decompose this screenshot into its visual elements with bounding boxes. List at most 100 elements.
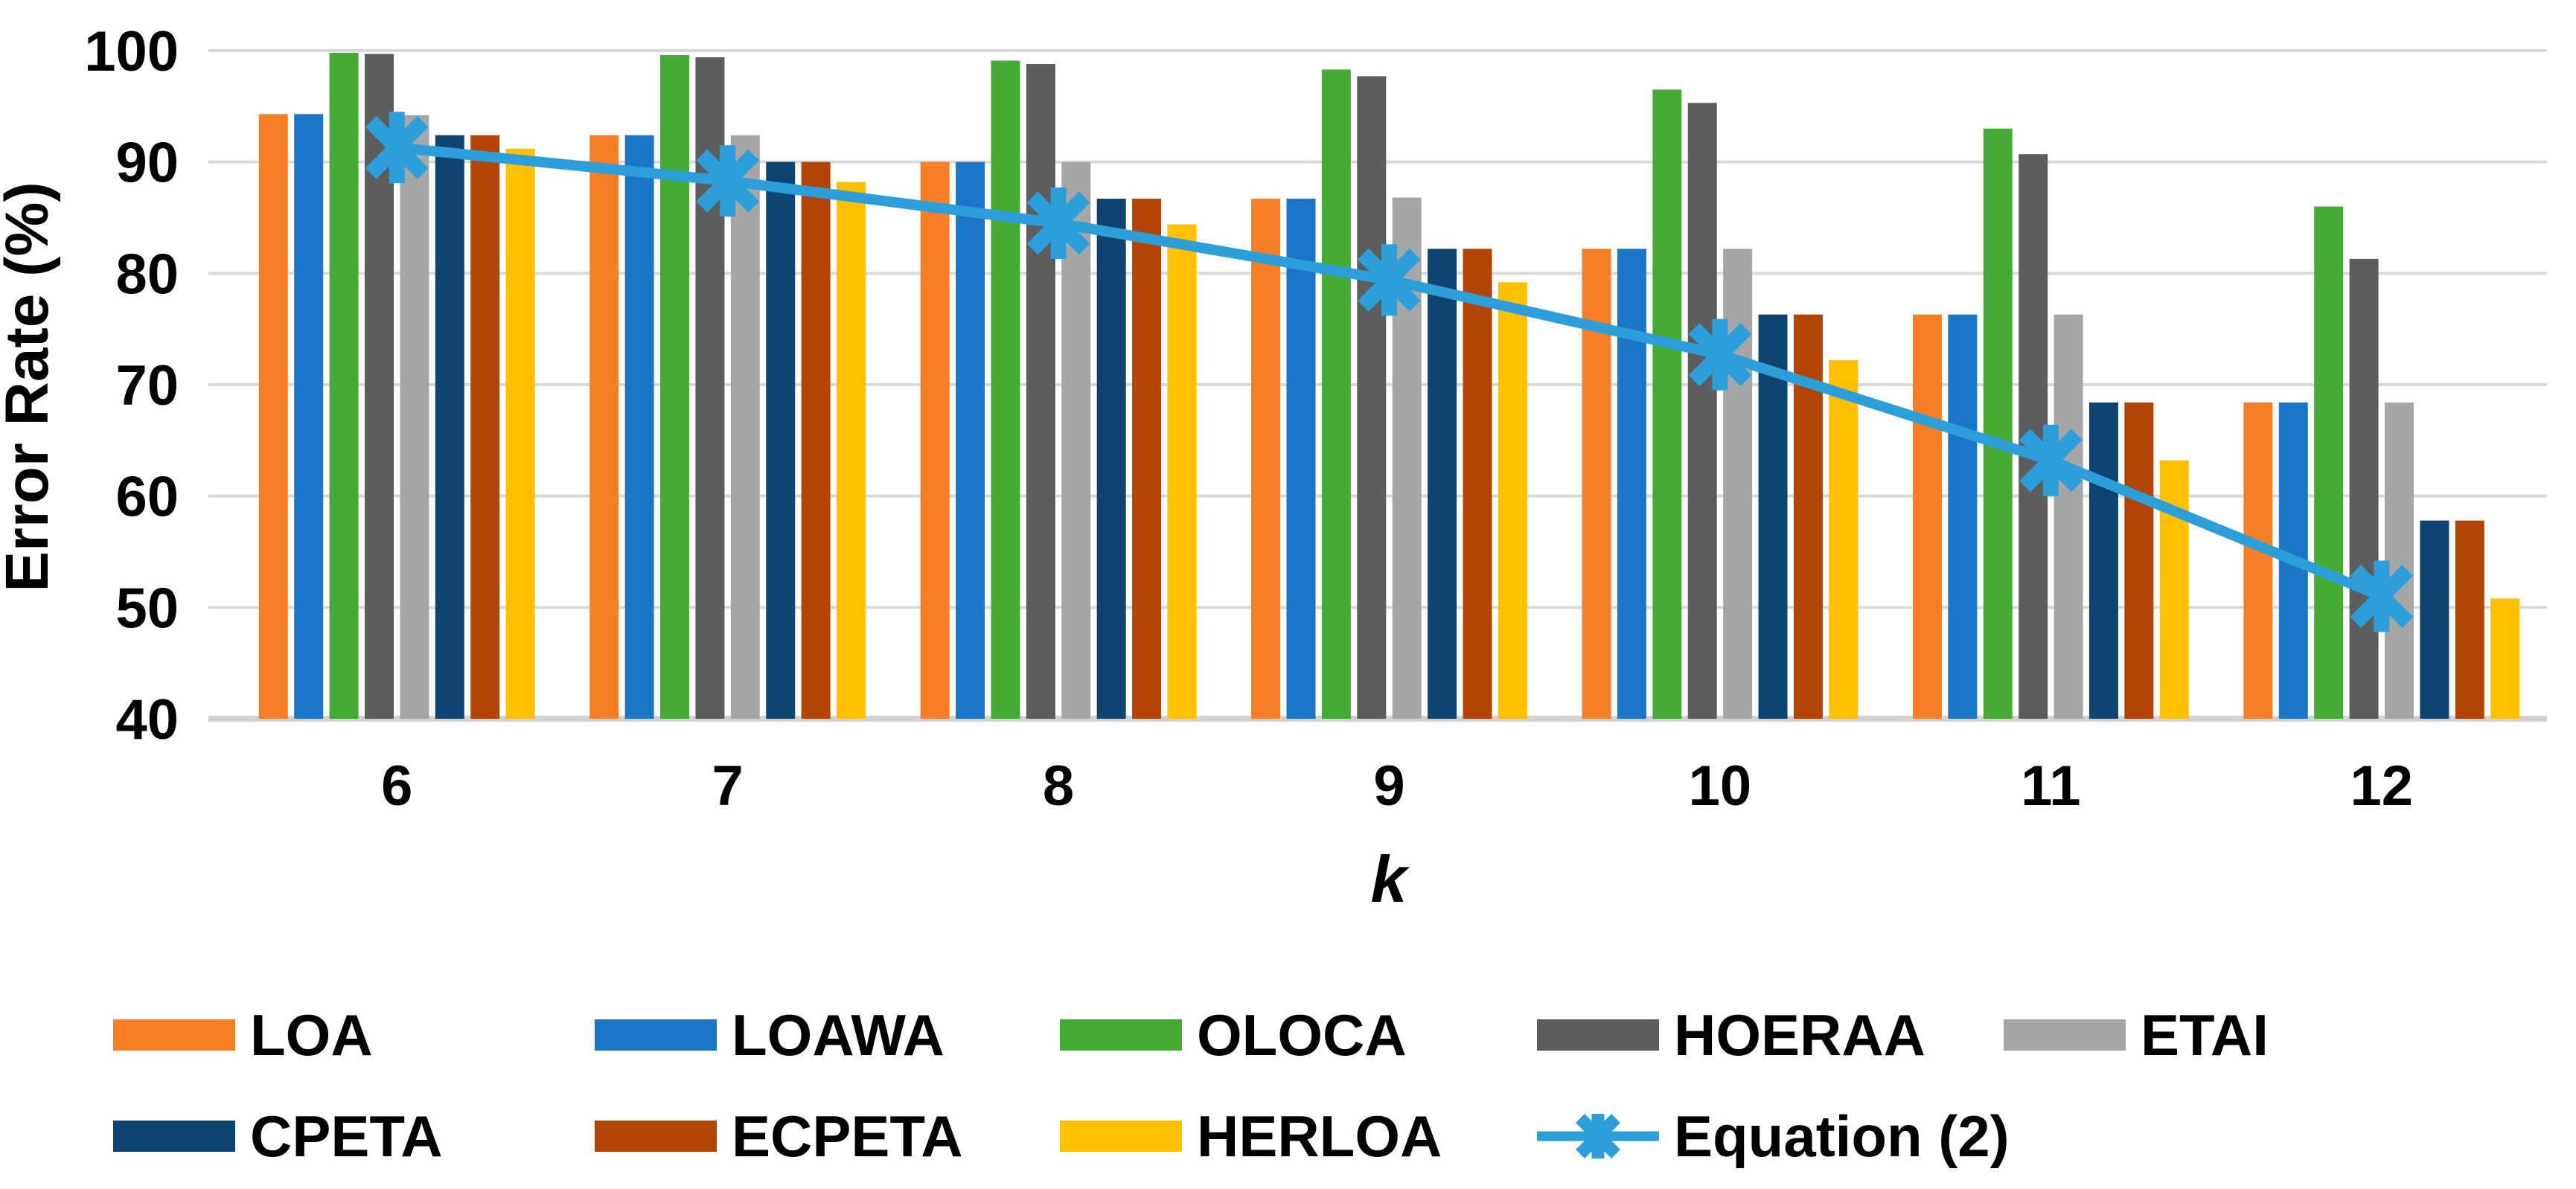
legend-label: HOERAA <box>1674 1002 1926 1068</box>
y-tick-90: 90 <box>115 132 179 195</box>
bar-OLOCA-k6 <box>329 52 359 719</box>
bar-OLOCA-k10 <box>1652 89 1682 720</box>
bar-HERLOA-k7 <box>837 182 866 719</box>
bar-CPETA-k11 <box>2088 402 2118 719</box>
bar-ETAI-k6 <box>400 115 429 720</box>
legend-item-loa: LOA <box>113 1006 373 1064</box>
bar-LOA-k9 <box>1251 199 1281 720</box>
bar-ECPETA-k9 <box>1463 249 1492 719</box>
x-axis-title: k <box>1371 842 1410 916</box>
bar-OLOCA-k11 <box>1983 128 2013 719</box>
bar-CPETA-k7 <box>766 161 796 719</box>
equation-marker-k6 <box>365 112 429 184</box>
bar-CPETA-k8 <box>1096 199 1126 720</box>
legend-label: CPETA <box>250 1103 443 1169</box>
bar-LOAWA-k8 <box>956 161 985 719</box>
bar-LOAWA-k9 <box>1286 199 1316 720</box>
bar-HOERAA-k12 <box>2349 258 2379 719</box>
bar-ECPETA-k6 <box>470 135 500 719</box>
bar-chart: 40 50 60 70 80 90 100 6 7 8 9 10 11 12 k Error Rate … <box>0 20 2547 916</box>
bar-LOA-k7 <box>589 135 619 719</box>
bar-HOERAA-k9 <box>1357 76 1387 719</box>
bar-LOA-k11 <box>1912 314 1942 720</box>
equation-marker-k12 <box>2350 560 2414 632</box>
legend-swatch-etai <box>2004 1019 2126 1051</box>
bar-ETAI-k12 <box>2384 402 2414 719</box>
bar-ECPETA-k7 <box>801 161 831 719</box>
equation-marker-k8 <box>1026 187 1090 259</box>
legend-swatch-oloca <box>1060 1019 1182 1051</box>
legend-item-cpeta: CPETA <box>113 1107 443 1165</box>
equation-marker-k11 <box>2019 424 2083 496</box>
bar-HERLOA-k8 <box>1167 224 1197 720</box>
legend-label: OLOCA <box>1197 1002 1407 1068</box>
legend-item-herloa: HERLOA <box>1060 1107 1442 1165</box>
y-tick-80: 80 <box>115 243 179 306</box>
bar-CPETA-k9 <box>1428 249 1457 719</box>
bar-LOA-k8 <box>920 161 950 719</box>
legend-line-asterisk-icon <box>1537 1113 1659 1159</box>
bar-CPETA-k10 <box>1758 314 1788 720</box>
x-tick-10: 10 <box>1689 754 1752 818</box>
y-tick-40: 40 <box>115 688 179 751</box>
legend-item-loawa: LOAWA <box>595 1006 945 1064</box>
x-tick-11: 11 <box>2021 754 2080 818</box>
legend-label: LOAWA <box>732 1002 945 1068</box>
bar-OLOCA-k9 <box>1321 69 1351 719</box>
legend-item-ecpeta: ECPETA <box>595 1107 963 1165</box>
bar-HERLOA-k10 <box>1829 360 1859 719</box>
bar-OLOCA-k8 <box>991 60 1020 720</box>
equation-marker-k9 <box>1358 244 1421 316</box>
x-tick-12: 12 <box>2350 754 2414 818</box>
bar-OLOCA-k7 <box>660 54 690 719</box>
legend-label: ETAI <box>2141 1002 2269 1068</box>
bar-HERLOA-k6 <box>505 148 535 719</box>
y-tick-60: 60 <box>115 466 179 529</box>
y-tick-50: 50 <box>115 577 179 640</box>
x-tick-8: 8 <box>1043 754 1074 818</box>
equation-line <box>365 112 2414 632</box>
x-axis-tick-labels: 6 7 8 9 10 11 12 <box>381 754 2413 818</box>
legend-label: LOA <box>250 1002 373 1068</box>
legend-label: HERLOA <box>1197 1103 1442 1169</box>
legend-label: ECPETA <box>732 1103 963 1169</box>
bar-LOAWA-k10 <box>1617 249 1646 719</box>
bar-ECPETA-k12 <box>2455 520 2484 719</box>
y-tick-100: 100 <box>84 20 179 83</box>
bar-HERLOA-k11 <box>2159 460 2189 719</box>
bar-HOERAA-k10 <box>1687 103 1717 720</box>
bar-LOAWA-k11 <box>1948 314 1978 720</box>
bar-ETAI-k8 <box>1061 161 1091 719</box>
legend-swatch-cpeta <box>113 1121 235 1152</box>
legend-swatch-herloa <box>1060 1121 1182 1152</box>
bar-HERLOA-k12 <box>2490 598 2520 719</box>
legend-item-oloca: OLOCA <box>1060 1006 1407 1064</box>
bar-ECPETA-k11 <box>2124 402 2154 719</box>
legend-swatch-loawa <box>595 1019 717 1051</box>
bar-LOA-k6 <box>258 114 288 719</box>
bar-ETAI-k7 <box>730 135 760 719</box>
bar-LOAWA-k6 <box>294 114 324 719</box>
legend-swatch-loa <box>113 1019 235 1051</box>
bar-HERLOA-k9 <box>1498 282 1527 720</box>
legend-swatch-ecpeta <box>595 1121 717 1152</box>
equation-line-path <box>396 142 2384 601</box>
bar-ETAI-k11 <box>2054 314 2083 720</box>
bar-HOERAA-k8 <box>1026 63 1055 719</box>
y-tick-70: 70 <box>115 354 179 417</box>
x-tick-6: 6 <box>381 754 412 818</box>
bar-LOAWA-k7 <box>624 135 654 719</box>
y-axis-tick-labels: 40 50 60 70 80 90 100 <box>84 20 179 751</box>
legend-swatch-hoeraa <box>1537 1019 1659 1051</box>
bar-ECPETA-k8 <box>1132 199 1162 720</box>
x-tick-9: 9 <box>1373 754 1404 818</box>
bar-LOA-k12 <box>2243 402 2273 719</box>
bar-OLOCA-k12 <box>2314 206 2344 719</box>
bar-CPETA-k6 <box>435 135 464 719</box>
x-tick-7: 7 <box>712 754 744 818</box>
legend-label: Equation (2) <box>1674 1103 2010 1169</box>
bar-CPETA-k12 <box>2420 520 2449 719</box>
equation-marker-k7 <box>696 145 760 217</box>
bars <box>258 52 2520 720</box>
